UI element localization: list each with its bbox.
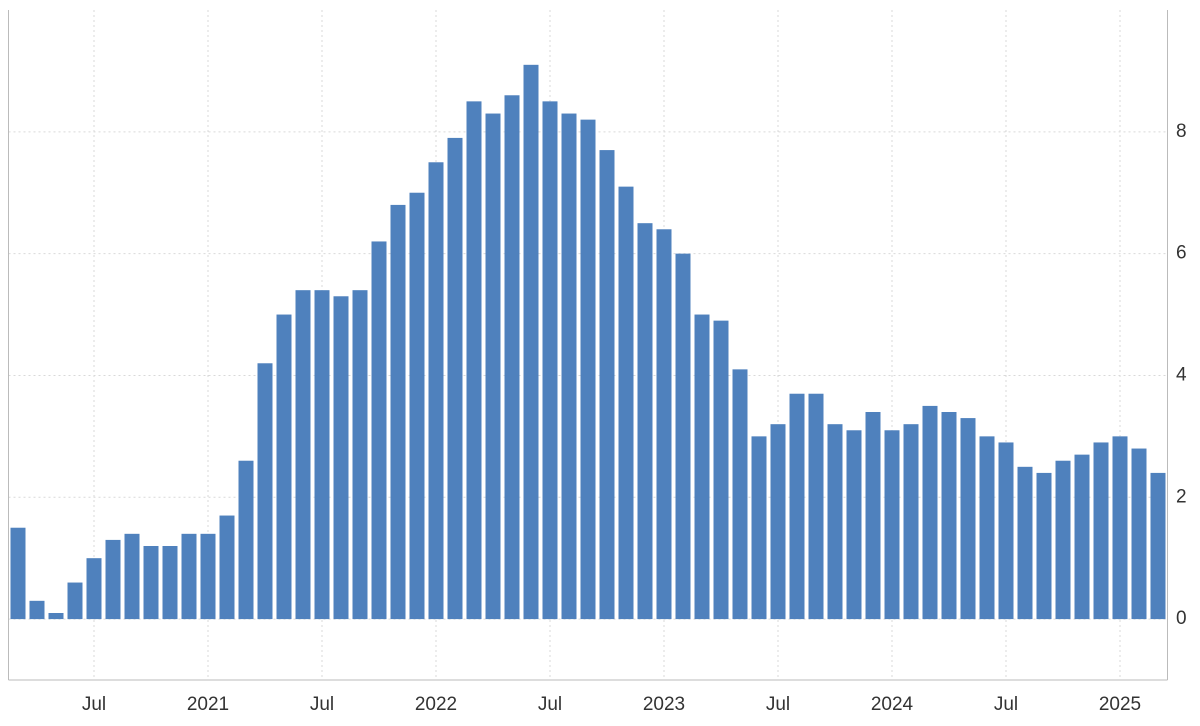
bar — [998, 442, 1014, 620]
x-tick-label: Jul — [994, 694, 1018, 715]
x-tick-label: 2021 — [187, 694, 229, 715]
bar — [865, 412, 881, 620]
bar — [827, 424, 843, 620]
bar — [713, 320, 729, 620]
bar — [276, 314, 292, 620]
bar — [428, 162, 444, 620]
bar — [637, 223, 653, 620]
x-tick-label: Jul — [82, 694, 106, 715]
x-tick-label: 2024 — [871, 694, 914, 715]
y-tick-label: 0 — [1176, 608, 1187, 629]
bar — [751, 436, 767, 620]
bar — [371, 241, 387, 620]
bar — [86, 558, 102, 620]
x-tick-label: 2023 — [643, 694, 685, 715]
bar — [922, 405, 938, 620]
bar — [447, 137, 463, 620]
bar — [808, 393, 824, 620]
bar — [694, 314, 710, 620]
bar — [542, 101, 558, 620]
bar — [390, 204, 406, 620]
bar — [561, 113, 577, 620]
bar — [466, 101, 482, 620]
bar — [124, 533, 140, 620]
bar — [143, 546, 159, 620]
bar — [675, 253, 691, 620]
bar — [960, 418, 976, 620]
bar — [314, 290, 330, 620]
bar — [523, 64, 539, 620]
bar — [732, 369, 748, 620]
bar — [979, 436, 995, 620]
bar — [884, 430, 900, 620]
bar — [1055, 460, 1071, 620]
bar — [789, 393, 805, 620]
bar — [10, 527, 26, 620]
bar — [656, 229, 672, 620]
bar — [200, 533, 216, 620]
bar — [580, 119, 596, 620]
bar — [485, 113, 501, 620]
bar — [1093, 442, 1109, 620]
bar — [67, 582, 83, 620]
bar — [352, 290, 368, 620]
x-tick-label: 2025 — [1099, 694, 1141, 715]
bar — [219, 515, 235, 620]
bar — [599, 150, 615, 620]
bar — [504, 95, 520, 620]
x-tick-label: Jul — [766, 694, 790, 715]
bar — [1112, 436, 1128, 620]
bar — [903, 424, 919, 620]
bar — [1150, 472, 1166, 620]
bar — [770, 424, 786, 620]
y-tick-label: 4 — [1176, 364, 1187, 385]
bar — [1131, 448, 1147, 620]
bar — [238, 460, 254, 620]
bar — [181, 533, 197, 620]
y-tick-label: 6 — [1176, 243, 1187, 264]
bar — [105, 539, 121, 620]
bar — [48, 613, 64, 620]
bar — [1036, 472, 1052, 620]
x-tick-label: Jul — [538, 694, 562, 715]
bar — [941, 412, 957, 620]
x-tick-label: Jul — [310, 694, 334, 715]
bar — [295, 290, 311, 620]
bar — [1074, 454, 1090, 620]
bar — [257, 363, 273, 620]
bar — [333, 296, 349, 620]
y-tick-label: 8 — [1176, 121, 1187, 142]
x-tick-label: 2022 — [415, 694, 457, 715]
bar — [409, 192, 425, 620]
y-tick-label: 2 — [1176, 486, 1187, 507]
bar — [1017, 466, 1033, 620]
bar — [846, 430, 862, 620]
bar — [618, 186, 634, 620]
bar — [162, 546, 178, 620]
bar — [29, 600, 45, 620]
